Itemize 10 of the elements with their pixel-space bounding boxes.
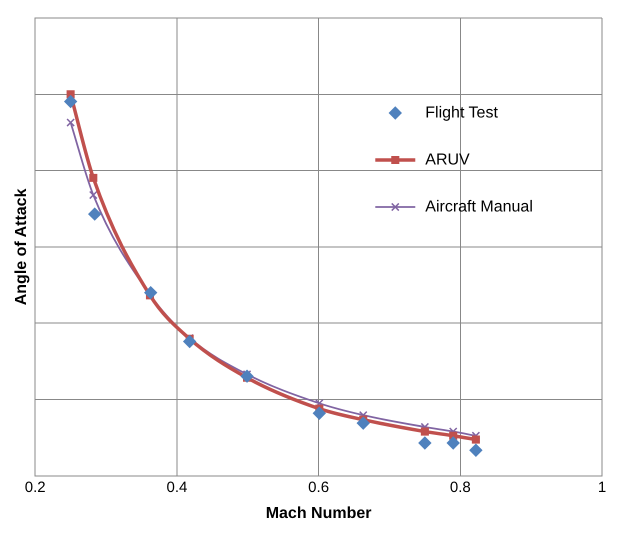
legend-label: ARUV xyxy=(425,151,470,168)
x-tick-label: 0.2 xyxy=(24,478,46,496)
x-tick-label: 1 xyxy=(598,478,606,496)
x-tick-label: 0.8 xyxy=(450,478,471,496)
x-axis-title: Mach Number xyxy=(266,504,372,522)
y-axis-title: Angle of Attack xyxy=(13,188,30,306)
x-tick-label: 0.6 xyxy=(308,478,330,496)
legend-label: Aircraft Manual xyxy=(425,198,533,216)
legend-label: Flight Test xyxy=(425,104,498,122)
x-tick-label: 0.4 xyxy=(166,478,188,496)
